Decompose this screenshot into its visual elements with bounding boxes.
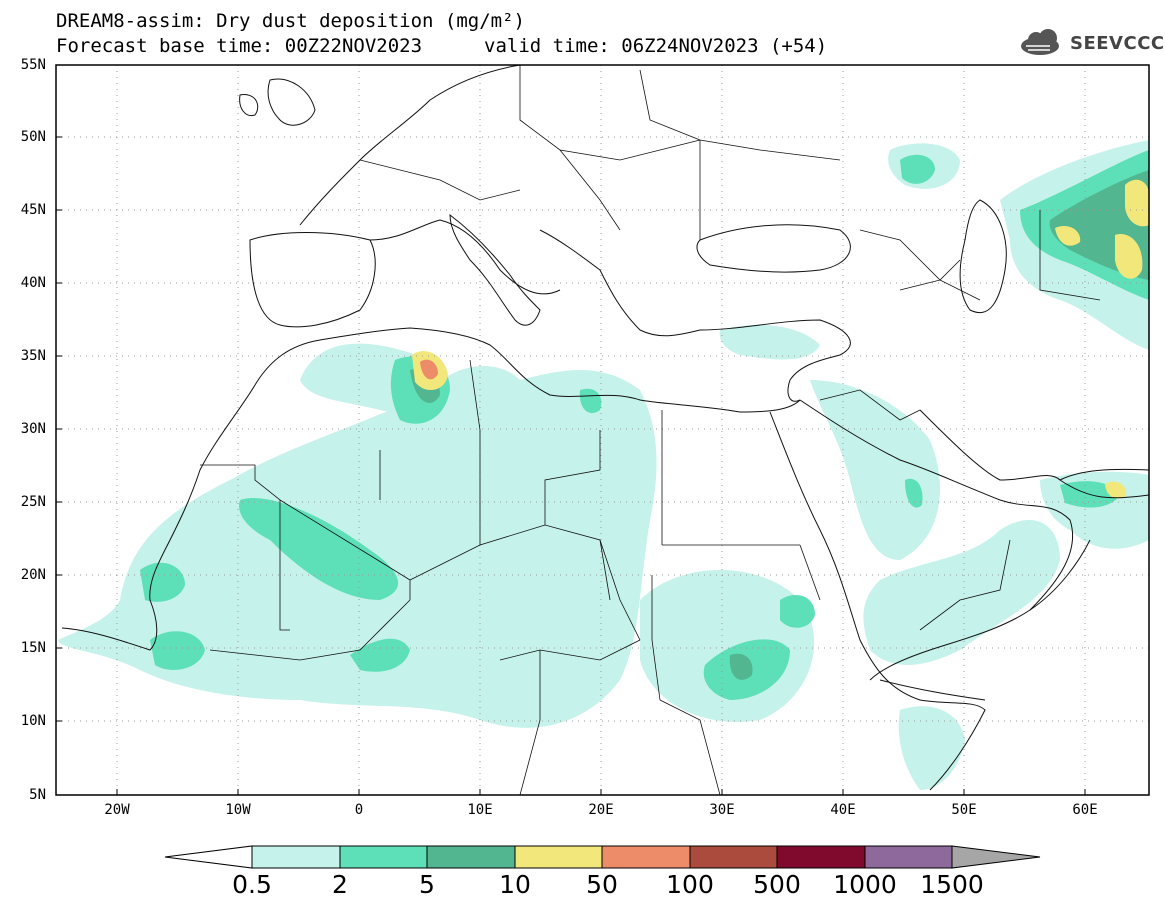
lat-label: 45N	[20, 202, 46, 218]
colorbar-label: 1000	[833, 870, 897, 899]
colorbar-label: 0.5	[232, 870, 272, 899]
lon-label: 10W	[225, 802, 251, 818]
lat-label: 25N	[20, 494, 46, 510]
colorbar-swatch-2	[339, 845, 428, 869]
lat-label: 55N	[20, 57, 46, 73]
lat-label: 35N	[20, 348, 46, 364]
colorbar-label: 10	[499, 870, 531, 899]
colorbar-label: 50	[586, 870, 618, 899]
lon-label: 20E	[588, 802, 614, 818]
lat-label: 5N	[29, 787, 46, 803]
lat-label: 20N	[20, 567, 46, 583]
lon-label: 50E	[951, 802, 977, 818]
lon-label: 60E	[1072, 802, 1098, 818]
lon-label: 40E	[830, 802, 856, 818]
lat-label: 10N	[20, 713, 46, 729]
colorbar-label: 500	[753, 870, 801, 899]
colorbar-swatch-8	[864, 845, 953, 869]
valid-time: valid time: 06Z24NOV2023 (+54)	[484, 35, 828, 57]
colorbar-under-triangle	[164, 845, 253, 869]
colorbar-swatch-6	[689, 845, 778, 869]
map-frame	[55, 64, 1150, 796]
lat-label: 40N	[20, 275, 46, 291]
colorbar-swatch-3	[426, 845, 516, 869]
colorbar-swatch-1	[251, 845, 341, 869]
lon-label: 0	[354, 802, 364, 818]
colorbar-label: 2	[332, 870, 348, 899]
lat-label: 50N	[20, 129, 46, 145]
seevccc-logo: SEEVCCC	[1070, 33, 1165, 54]
cloud-icon	[1021, 29, 1059, 55]
colorbar-swatch-4	[514, 845, 603, 869]
colorbar	[164, 845, 1041, 869]
colorbar-over-triangle	[951, 845, 1041, 869]
graticule	[56, 65, 1149, 795]
lon-label: 30E	[709, 802, 735, 818]
colorbar-label: 5	[419, 870, 435, 899]
deposition-shading	[58, 140, 1149, 790]
map-title: DREAM8-assim: Dry dust deposition (mg/m²…	[56, 10, 525, 32]
forecast-base-time: Forecast base time: 00Z22NOV2023	[56, 35, 423, 57]
colorbar-label: 100	[666, 870, 714, 899]
lon-label: 10E	[467, 802, 493, 818]
colorbar-swatch-7	[776, 845, 866, 869]
lat-label: 15N	[20, 640, 46, 656]
colorbar-swatch-5	[601, 845, 691, 869]
lat-label: 30N	[20, 421, 46, 437]
colorbar-label: 1500	[920, 870, 984, 899]
coastlines	[61, 65, 1149, 791]
lon-label: 20W	[104, 802, 130, 818]
country-borders	[200, 65, 1101, 795]
axis-ticks	[56, 64, 1086, 796]
